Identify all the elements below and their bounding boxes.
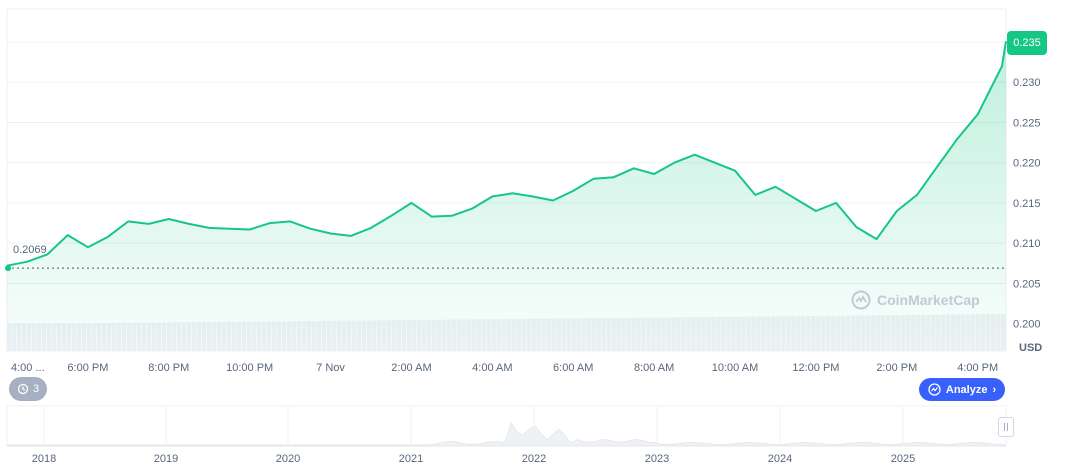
- x-tick-label: 6:00 PM: [67, 362, 108, 374]
- watermark-text: CoinMarketCap: [877, 292, 980, 308]
- analyze-label: Analyze: [945, 383, 988, 396]
- navigator-year-label: 2024: [768, 453, 792, 465]
- price-area-fill: [7, 41, 1006, 351]
- open-price-label: 0.2069: [13, 244, 47, 256]
- coinmarketcap-watermark: CoinMarketCap: [851, 290, 980, 310]
- x-tick-label: 4:00 PM: [957, 362, 998, 374]
- x-tick-label: 10:00 PM: [226, 362, 273, 374]
- x-tick-label: 6:00 AM: [553, 362, 593, 374]
- navigator-year-label: 2021: [399, 453, 423, 465]
- y-tick-label: 0.225: [1013, 117, 1041, 129]
- navigator-year-label: 2025: [891, 453, 915, 465]
- currency-label: USD: [1019, 342, 1043, 354]
- navigator-area: [6, 422, 1007, 447]
- y-tick-label: 0.215: [1013, 198, 1041, 210]
- x-tick-label: 7 Nov: [316, 362, 345, 374]
- chevron-right-icon: ›: [992, 383, 997, 396]
- y-tick-label: 0.230: [1013, 77, 1041, 89]
- navigator-year-ticks: 2018 2019 2020 2021 2022 2023 2024 2025: [32, 406, 915, 465]
- navigator-year-label: 2019: [154, 453, 178, 465]
- x-axis-ticks: 4:00 ... 6:00 PM 8:00 PM 10:00 PM 7 Nov 2:00 …: [11, 362, 998, 374]
- x-tick-label: 10:00 AM: [712, 362, 758, 374]
- navigator-handle[interactable]: [998, 417, 1014, 437]
- x-tick-label: 2:00 PM: [876, 362, 917, 374]
- open-price-dot: [5, 265, 11, 272]
- y-tick-label: 0.210: [1013, 238, 1041, 250]
- navigator-year-label: 2022: [522, 453, 546, 465]
- coinmarketcap-logo-icon: [851, 290, 871, 310]
- x-tick-label: 2:00 AM: [391, 362, 431, 374]
- navigator-history-area: [6, 422, 1007, 447]
- x-tick-label: 8:00 AM: [634, 362, 674, 374]
- x-tick-label: 12:00 PM: [792, 362, 839, 374]
- navigator-year-label: 2018: [32, 453, 56, 465]
- y-tick-label: 0.205: [1013, 278, 1041, 290]
- y-tick-label: 0.220: [1013, 158, 1041, 170]
- price-line: [6, 41, 1007, 267]
- analyze-icon: [928, 383, 941, 396]
- analyze-button[interactable]: Analyze ›: [919, 378, 1005, 401]
- x-tick-label: 8:00 PM: [148, 362, 189, 374]
- price-area: [6, 41, 1007, 351]
- x-tick-label: 4:00 ...: [11, 362, 45, 374]
- navigator-year-label: 2020: [276, 453, 300, 465]
- current-price-badge: 0.235: [1007, 31, 1047, 55]
- y-tick-label: 0.200: [1013, 319, 1041, 331]
- x-tick-label: 4:00 AM: [472, 362, 512, 374]
- history-icon: [17, 383, 29, 395]
- history-count: 3: [32, 383, 40, 395]
- history-button[interactable]: 3: [9, 377, 47, 401]
- navigator-year-label: 2023: [645, 453, 669, 465]
